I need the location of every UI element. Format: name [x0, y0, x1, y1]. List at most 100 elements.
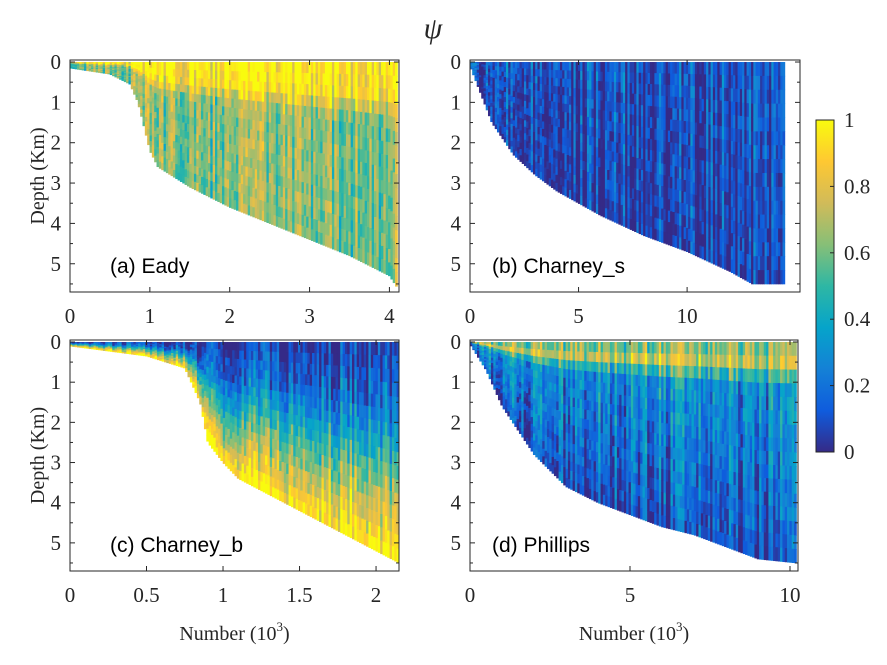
heatmap-cell	[114, 62, 118, 65]
heatmap-cell	[142, 77, 146, 83]
heatmap-cell	[77, 65, 80, 67]
heatmap-cell	[490, 106, 493, 111]
heatmap-cell	[121, 63, 125, 65]
heatmap-cell	[88, 62, 92, 63]
heatmap-cell	[550, 62, 554, 71]
heatmap-cell	[182, 167, 185, 176]
heatmap-cell	[728, 114, 732, 128]
heatmap-cell	[109, 72, 113, 74]
heatmap-cell	[773, 75, 777, 91]
heatmap-cell	[757, 214, 761, 229]
heatmap-cell	[170, 161, 174, 169]
heatmap-cell	[618, 112, 622, 124]
heatmap-cell	[591, 108, 595, 119]
heatmap-cell	[476, 68, 480, 71]
heatmap-cell	[184, 153, 188, 162]
heatmap-cell	[674, 177, 678, 190]
heatmap-cell	[275, 164, 279, 176]
heatmap-cell	[629, 187, 633, 199]
heatmap-cell	[762, 159, 765, 174]
heatmap-cell	[116, 62, 120, 64]
heatmap-cell	[252, 100, 256, 111]
heatmap-cell	[261, 181, 265, 192]
heatmap-cell	[247, 176, 251, 187]
heatmap-cell	[205, 78, 209, 88]
heatmap-cell	[357, 248, 361, 261]
heatmap-cell	[336, 85, 340, 98]
heatmap-cell	[355, 209, 359, 223]
heatmap-cell	[229, 107, 232, 117]
heatmap-cell	[100, 63, 104, 65]
y-tick-label: 4	[51, 211, 62, 235]
heatmap-cell	[505, 62, 509, 68]
heatmap-cell	[730, 233, 734, 247]
heatmap-column	[149, 62, 153, 153]
heatmap-cell	[721, 87, 725, 102]
heatmap-cell	[672, 200, 676, 213]
heatmap-column	[778, 62, 781, 285]
heatmap-cell	[478, 82, 482, 86]
heatmap-cell	[474, 77, 478, 79]
heatmap-cell	[553, 133, 556, 142]
heatmap-column	[584, 62, 588, 208]
heatmap-cell	[647, 138, 651, 151]
heatmap-cell	[564, 103, 568, 113]
heatmap-cell	[336, 191, 340, 205]
heatmap-cell	[555, 166, 559, 176]
heatmap-cell	[264, 81, 267, 93]
heatmap-cell	[170, 111, 174, 120]
heatmap-cell	[526, 121, 529, 129]
heatmap-cell	[198, 86, 202, 95]
heatmap-cell	[611, 62, 615, 73]
heatmap-cell	[119, 71, 122, 74]
heatmap-cell	[161, 62, 164, 70]
heatmap-cell	[494, 116, 498, 121]
heatmap-cell	[214, 174, 218, 184]
heatmap-cell	[175, 142, 178, 150]
heatmap-cell	[694, 207, 698, 220]
heatmap-cell	[151, 67, 155, 75]
heatmap-cell	[584, 152, 588, 163]
heatmap-cell	[147, 113, 150, 120]
heatmap-cell	[499, 71, 502, 77]
heatmap-cell	[697, 147, 700, 160]
heatmap-cell	[701, 221, 705, 235]
heatmap-cell	[652, 183, 655, 196]
heatmap-cell	[697, 86, 700, 99]
heatmap-cell	[782, 75, 786, 91]
heatmap-cell	[217, 131, 221, 141]
heatmap-cell	[193, 93, 197, 103]
heatmap-cell	[359, 174, 363, 188]
heatmap-cell	[210, 164, 214, 173]
heatmap-cell	[661, 129, 664, 142]
heatmap-cell	[539, 149, 543, 158]
heatmap-cell	[775, 89, 779, 105]
heatmap-column	[392, 62, 396, 284]
heatmap-cell	[546, 161, 550, 170]
heatmap-cell	[508, 121, 511, 128]
heatmap-cell	[79, 63, 83, 65]
heatmap-column	[250, 62, 253, 217]
heatmap-cell	[494, 78, 498, 84]
heatmap-cell	[766, 186, 770, 202]
heatmap-cell	[595, 128, 599, 139]
heatmap-cell	[670, 107, 673, 120]
heatmap-cell	[137, 78, 141, 83]
heatmap-cell	[780, 186, 783, 202]
heatmap-cell	[609, 190, 613, 201]
heatmap-cell	[535, 154, 538, 163]
heatmap-cell	[315, 152, 319, 164]
heatmap-column	[760, 62, 763, 285]
heatmap-cell	[604, 169, 608, 180]
heatmap-cell	[733, 234, 736, 248]
heatmap-cell	[348, 219, 352, 232]
heatmap-cell	[472, 70, 475, 73]
heatmap-cell	[728, 101, 732, 115]
heatmap-cell	[165, 82, 169, 91]
heatmap-cell	[95, 64, 99, 66]
heatmap-cell	[74, 66, 78, 68]
heatmap-cell	[84, 62, 87, 64]
heatmap-cell	[343, 74, 347, 87]
heatmap-cell	[580, 169, 583, 179]
heatmap-cell	[264, 71, 267, 83]
